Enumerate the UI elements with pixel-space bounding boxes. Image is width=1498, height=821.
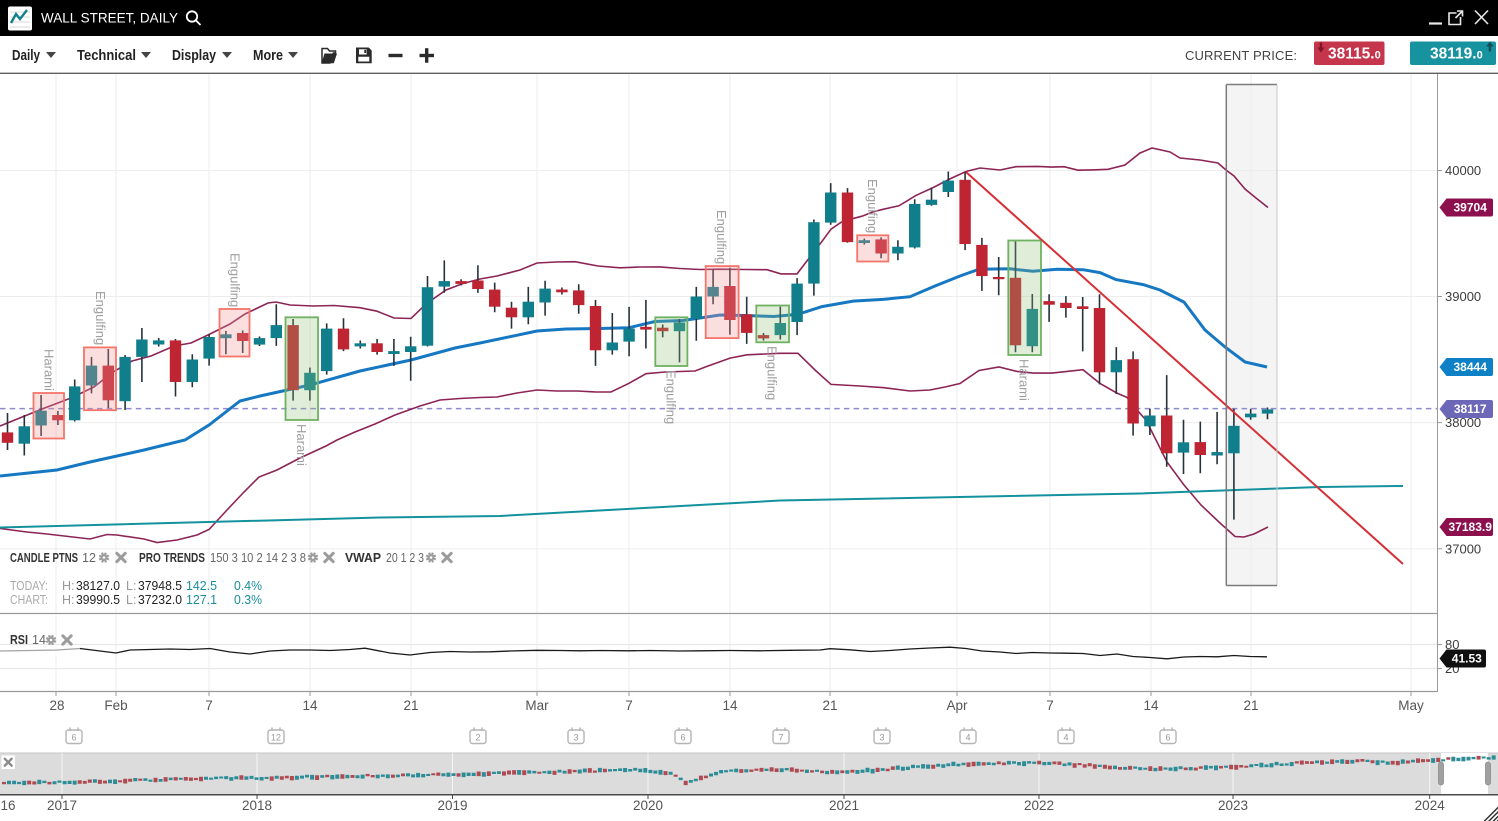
svg-text:38127.0: 38127.0 [76,579,120,593]
svg-text:80: 80 [1445,637,1459,652]
svg-text:40000: 40000 [1445,163,1481,178]
svg-text:39704: 39704 [1454,201,1488,215]
svg-text:2024: 2024 [1415,798,1446,813]
svg-text:L:: L: [126,593,136,607]
svg-text:7: 7 [205,698,213,713]
svg-text:38444: 38444 [1454,360,1488,374]
svg-text:21: 21 [1243,698,1258,713]
svg-text:Harami: Harami [294,424,309,466]
svg-text:2018: 2018 [242,798,272,813]
svg-text:Engulfing: Engulfing [93,291,108,345]
svg-text:2022: 2022 [1024,798,1054,813]
svg-text:12: 12 [82,551,96,565]
svg-text:37232.0: 37232.0 [138,593,182,607]
svg-text:38117: 38117 [1454,402,1487,416]
svg-text:2: 2 [475,733,480,743]
svg-text:Harami: Harami [42,349,57,391]
svg-text:38115.0: 38115.0 [1328,46,1381,63]
svg-text:14: 14 [32,633,46,647]
svg-text:7: 7 [778,733,783,743]
svg-text:L:: L: [126,579,136,593]
svg-text:TODAY:: TODAY: [10,579,48,593]
svg-text:Harami: Harami [1017,359,1032,401]
svg-text:16: 16 [0,798,15,813]
svg-text:21: 21 [403,698,418,713]
svg-text:7: 7 [625,698,633,713]
svg-text:4: 4 [1063,733,1068,743]
svg-text:CURRENT PRICE:: CURRENT PRICE: [1185,48,1297,63]
svg-text:38119.0: 38119.0 [1430,46,1483,63]
svg-text:H:: H: [62,593,75,607]
svg-text:Engulfing: Engulfing [765,346,780,400]
svg-text:More: More [253,47,283,64]
svg-text:39000: 39000 [1445,289,1481,304]
svg-text:2017: 2017 [47,798,77,813]
svg-text:Apr: Apr [946,698,968,713]
svg-text:21: 21 [822,698,837,713]
svg-text:127.1: 127.1 [186,593,217,607]
svg-text:Engulfing: Engulfing [714,210,729,264]
svg-text:WALL STREET, DAILY: WALL STREET, DAILY [41,11,178,26]
svg-text:37948.5: 37948.5 [138,579,182,593]
svg-text:7: 7 [1046,698,1054,713]
svg-text:2019: 2019 [437,798,467,813]
svg-text:39990.5: 39990.5 [76,593,120,607]
svg-text:142.5: 142.5 [186,579,217,593]
svg-text:May: May [1398,698,1424,713]
svg-text:3: 3 [879,733,884,743]
svg-text:14: 14 [722,698,738,713]
svg-text:3: 3 [573,733,578,743]
svg-text:0.4%: 0.4% [234,579,262,593]
svg-text:Daily: Daily [12,47,41,64]
svg-text:RSI: RSI [10,633,28,647]
svg-text:38000: 38000 [1445,415,1481,430]
svg-text:PRO TRENDS: PRO TRENDS [139,551,205,565]
svg-text:2023: 2023 [1218,798,1248,813]
svg-text:0.3%: 0.3% [234,593,262,607]
svg-text:6: 6 [680,733,685,743]
svg-text:2021: 2021 [829,798,859,813]
svg-text:37000: 37000 [1445,541,1481,556]
svg-text:41.53: 41.53 [1452,652,1482,666]
svg-text:Feb: Feb [104,698,127,713]
svg-text:6: 6 [71,733,76,743]
svg-text:2020: 2020 [633,798,663,813]
svg-text:VWAP: VWAP [345,551,381,565]
svg-text:20 1 2 3: 20 1 2 3 [386,551,424,565]
svg-text:Display: Display [172,47,217,64]
svg-text:Engulfing: Engulfing [865,179,880,233]
svg-text:14: 14 [1143,698,1159,713]
svg-text:4: 4 [965,733,970,743]
svg-text:CHART:: CHART: [10,593,48,607]
svg-text:CANDLE PTNS: CANDLE PTNS [10,551,78,565]
svg-text:6: 6 [1165,733,1170,743]
svg-text:150 3 10 2 14 2 3 8: 150 3 10 2 14 2 3 8 [210,551,306,565]
svg-text:Engulfing: Engulfing [228,253,243,307]
svg-text:Technical: Technical [77,47,136,64]
svg-text:Mar: Mar [525,698,549,713]
svg-text:14: 14 [302,698,318,713]
svg-text:28: 28 [49,698,64,713]
svg-text:H:: H: [62,579,75,593]
svg-text:Engulfing: Engulfing [664,370,679,424]
svg-text:12: 12 [271,733,281,743]
svg-text:37183.9: 37183.9 [1449,520,1493,534]
